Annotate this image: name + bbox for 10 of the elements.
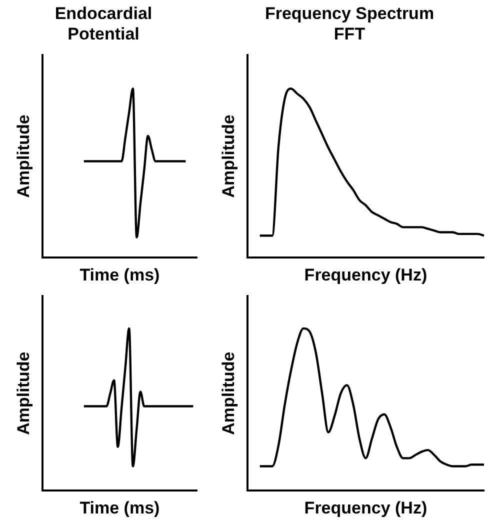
x-axis-title: Time (ms) [80, 498, 160, 518]
chart-title: Frequency Spectrum FFT [264, 4, 434, 44]
y-axis-title: Amplitude [14, 352, 33, 435]
y-axis-title: Amplitude [14, 114, 33, 198]
y-axis-title: Amplitude [218, 352, 238, 435]
y-axis-title: Amplitude [218, 114, 238, 198]
chart-title: Endocardial Potential [54, 4, 152, 44]
x-axis-title: Time (ms) [80, 265, 160, 284]
x-axis-title: Frequency (Hz) [304, 265, 428, 284]
x-axis-title: Frequency (Hz) [304, 498, 428, 518]
